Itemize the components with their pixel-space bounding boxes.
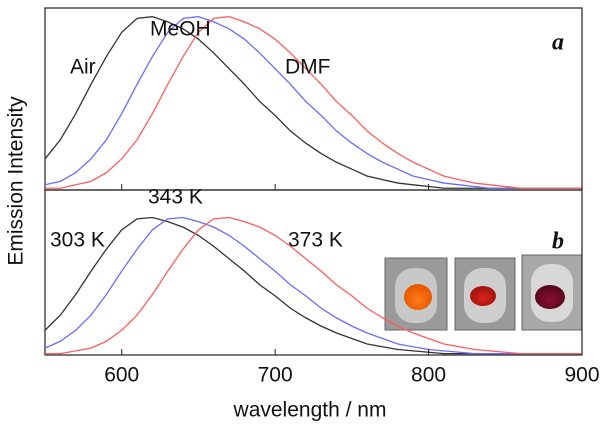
annotation: 343 K <box>148 186 203 209</box>
y-axis-label: Emission Intensity <box>5 96 28 266</box>
x-tick-label: 800 <box>411 364 446 387</box>
series-line <box>44 16 582 189</box>
photo-inset <box>384 254 583 331</box>
series-line <box>45 16 582 189</box>
x-tick-label: 700 <box>258 364 293 387</box>
annotation: Air <box>70 56 96 79</box>
annotation: MeOH <box>150 18 211 41</box>
annotation: 303 K <box>50 229 105 252</box>
panel-label: b <box>552 229 564 255</box>
x-tick-label: 900 <box>564 364 599 387</box>
series-line <box>44 216 582 355</box>
annotation: DMF <box>285 56 331 79</box>
series-line <box>45 216 582 355</box>
plot-frame <box>44 189 583 356</box>
panel-label: a <box>552 30 564 56</box>
x-axis-label: wavelength / nm <box>233 399 387 422</box>
series-line <box>44 16 582 189</box>
annotation: 373 K <box>288 229 343 252</box>
x-tick-label: 600 <box>104 364 139 387</box>
plot-frame <box>44 7 583 191</box>
